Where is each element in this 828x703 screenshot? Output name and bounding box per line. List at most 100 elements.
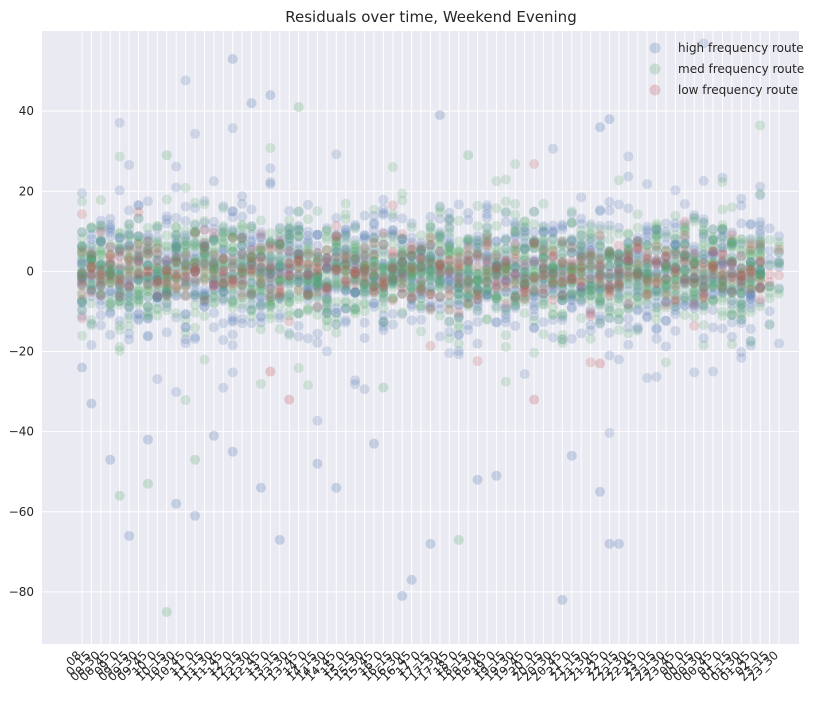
data-point — [77, 297, 87, 308]
data-point — [463, 277, 474, 288]
data-point — [95, 290, 106, 301]
data-point — [171, 241, 182, 252]
data-point — [679, 279, 690, 290]
data-point — [660, 275, 671, 286]
data-point — [284, 225, 295, 236]
data-point — [86, 298, 97, 309]
data-point — [218, 227, 229, 238]
data-point — [378, 208, 389, 219]
outlier-point — [331, 482, 342, 493]
data-point — [284, 330, 295, 341]
data-point — [642, 257, 653, 268]
data-point — [623, 151, 634, 162]
data-point — [510, 220, 521, 231]
data-point — [284, 233, 295, 244]
data-point — [557, 283, 568, 294]
data-point — [510, 295, 521, 306]
data-point — [538, 221, 549, 232]
data-point — [303, 214, 314, 225]
data-point — [726, 317, 737, 328]
data-point — [190, 267, 201, 278]
data-point — [538, 264, 549, 275]
data-point — [255, 310, 266, 321]
data-point — [726, 251, 737, 262]
data-point — [124, 288, 135, 299]
data-point — [444, 290, 455, 301]
data-point — [340, 315, 351, 326]
data-point — [717, 288, 728, 299]
data-point — [133, 261, 144, 272]
data-point — [152, 290, 163, 301]
data-point — [321, 263, 332, 274]
data-point — [566, 217, 577, 228]
data-point — [529, 219, 540, 230]
data-point — [519, 222, 530, 233]
data-point — [152, 271, 163, 282]
data-point — [529, 297, 540, 308]
data-point — [77, 256, 87, 267]
data-point — [585, 319, 596, 330]
data-point — [463, 258, 474, 269]
data-point — [237, 287, 248, 298]
data-point — [237, 263, 248, 274]
data-point — [161, 327, 172, 338]
data-point — [708, 289, 719, 300]
data-point — [378, 240, 389, 251]
data-point — [105, 257, 116, 268]
data-point — [623, 253, 634, 264]
data-point — [736, 271, 747, 282]
data-point — [576, 269, 587, 280]
data-point — [124, 219, 135, 230]
data-point — [293, 248, 304, 259]
data-point — [491, 270, 502, 281]
data-point — [105, 242, 116, 253]
data-point — [736, 299, 747, 310]
data-point — [463, 292, 474, 303]
data-point — [434, 277, 445, 288]
data-point — [529, 236, 540, 247]
data-point — [689, 367, 700, 378]
data-point — [642, 277, 653, 288]
data-point — [208, 278, 219, 289]
data-point — [378, 239, 389, 250]
data-point — [246, 258, 257, 269]
data-point — [463, 274, 474, 285]
data-point — [613, 263, 624, 274]
data-point — [303, 280, 314, 291]
data-point — [274, 260, 285, 271]
data-point — [736, 275, 747, 286]
data-point — [265, 269, 276, 280]
data-point — [340, 255, 351, 266]
data-point — [547, 263, 558, 274]
data-point — [105, 249, 116, 260]
data-point — [519, 244, 530, 255]
data-point — [670, 222, 681, 233]
data-point — [284, 205, 295, 216]
data-point — [378, 310, 389, 321]
data-point — [651, 259, 662, 270]
data-point — [368, 225, 379, 236]
data-point — [472, 237, 483, 248]
data-point — [434, 266, 445, 277]
data-point — [199, 289, 210, 300]
data-point — [557, 219, 568, 230]
data-point — [538, 246, 549, 257]
data-point — [161, 255, 172, 266]
data-point — [519, 244, 530, 255]
data-point — [472, 231, 483, 242]
data-point — [651, 268, 662, 279]
data-point — [717, 276, 728, 287]
data-point — [114, 239, 125, 250]
data-point — [95, 280, 106, 291]
data-point — [378, 259, 389, 270]
data-point — [95, 273, 106, 284]
data-point — [472, 251, 483, 262]
data-point — [576, 281, 587, 292]
data-point — [86, 269, 97, 280]
data-point — [689, 248, 700, 259]
data-point — [774, 270, 784, 281]
data-point — [651, 284, 662, 295]
data-point — [717, 204, 728, 215]
data-point — [679, 245, 690, 256]
data-point — [736, 274, 747, 285]
